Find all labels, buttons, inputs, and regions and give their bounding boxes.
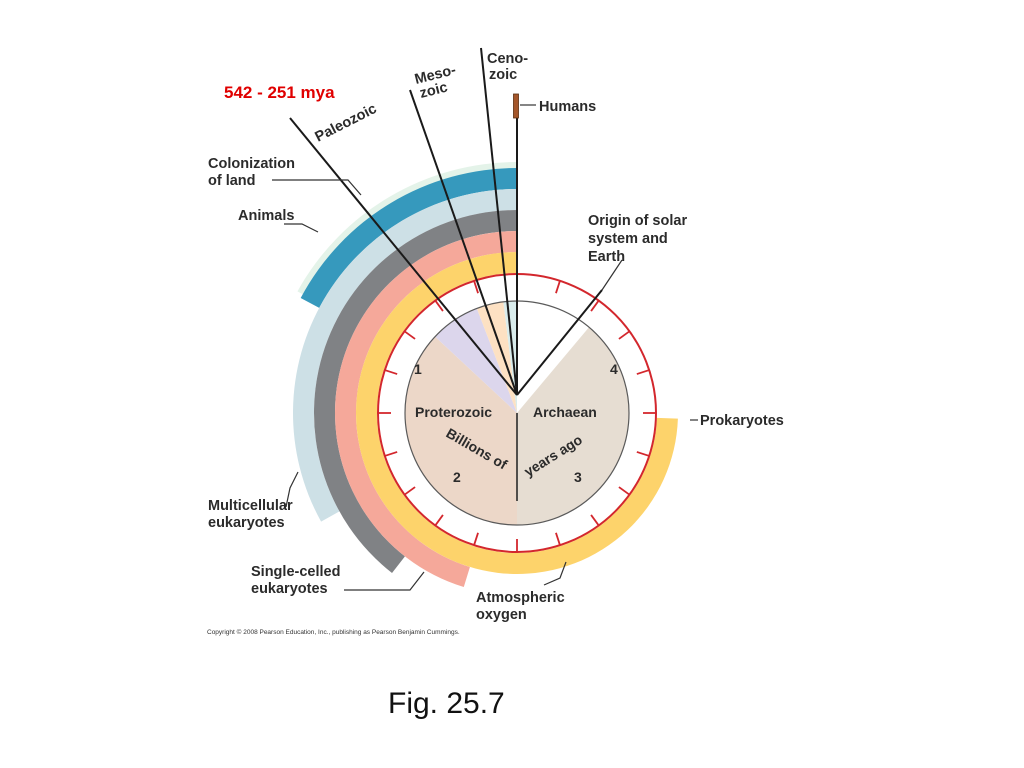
origin-label-line2: system and: [588, 231, 668, 247]
multicellular-label-line1: Multicellular: [208, 498, 293, 514]
clock-number-4: 4: [610, 361, 618, 377]
mesozoic-boundary-line: [409, 89, 518, 396]
clock-tick: [404, 330, 416, 340]
era-range-annotation: 542 - 251 mya: [224, 83, 335, 102]
multicellular-leader: [285, 471, 299, 508]
humans-label: Humans: [539, 99, 596, 115]
oxygen-leader: [543, 561, 567, 586]
humans-marker: [513, 93, 519, 119]
single-celled-label-line2: eukaryotes: [251, 581, 328, 597]
figure-caption: Fig. 25.7: [388, 687, 505, 720]
oxygen-label-line1: Atmospheric: [476, 590, 565, 606]
mesozoic-label-line2: zoic: [418, 80, 449, 102]
clock-ticks: [378, 274, 656, 552]
clock-tick: [434, 300, 444, 312]
mesozoic-wedge: [476, 301, 517, 413]
animals-leader: [284, 223, 319, 233]
colonization-label-line1: Colonization: [208, 156, 295, 172]
era-lines: [289, 47, 603, 396]
single-celled-leader: [344, 571, 425, 591]
clock-tick: [636, 451, 650, 457]
origin-label-line3: Earth: [588, 249, 625, 265]
clock-tick: [636, 369, 650, 375]
cenozoic-label-line1: Ceno-: [487, 51, 528, 67]
paleozoic-label: Paleozoic: [313, 101, 380, 146]
single-celled-label-line1: Single-celled: [251, 564, 340, 580]
clock-tick: [404, 486, 416, 496]
proterozoic-sector: [405, 336, 517, 525]
clock-tick: [473, 280, 479, 294]
multicellular-arc: [292, 189, 517, 522]
clock-tick: [434, 514, 444, 526]
animals-label: Animals: [238, 208, 294, 224]
paleozoic-boundary-line: [289, 117, 518, 396]
paleozoic-wedge: [435, 308, 517, 413]
clock-tick: [473, 532, 479, 546]
origin-label-line1: Origin of solar: [588, 213, 687, 229]
cenozoic-boundary-line: [480, 47, 518, 396]
colonization-label-line2: of land: [208, 173, 256, 189]
clock-number-3: 3: [574, 469, 582, 485]
single-celled-arc: [313, 209, 517, 573]
prokaryotes-label: Prokaryotes: [700, 413, 784, 429]
proterozoic-label: Proterozoic: [415, 404, 492, 420]
copyright-text: Copyright © 2008 Pearson Education, Inc.…: [207, 628, 460, 636]
origin-leader: [601, 259, 623, 291]
origin-line: [516, 289, 603, 396]
oxygen-arc: [335, 231, 517, 588]
clock-tick: [384, 369, 398, 375]
clock-tick: [384, 451, 398, 457]
clock-tick: [590, 300, 600, 312]
archaean-sector: [517, 327, 629, 525]
clock-tick: [555, 280, 561, 294]
multicellular-label-line2: eukaryotes: [208, 515, 285, 531]
clock-tick: [590, 514, 600, 526]
archaean-label: Archaean: [533, 404, 597, 420]
oxygen-label-line2: oxygen: [476, 607, 527, 623]
clock-tick: [555, 532, 561, 546]
colonization-leader: [272, 179, 362, 196]
clock-number-1: 1: [414, 361, 422, 377]
cenozoic-label-line2: zoic: [489, 67, 517, 83]
clock-number-2: 2: [453, 469, 461, 485]
clock-tick: [618, 486, 630, 496]
clock-tick: [618, 330, 630, 340]
